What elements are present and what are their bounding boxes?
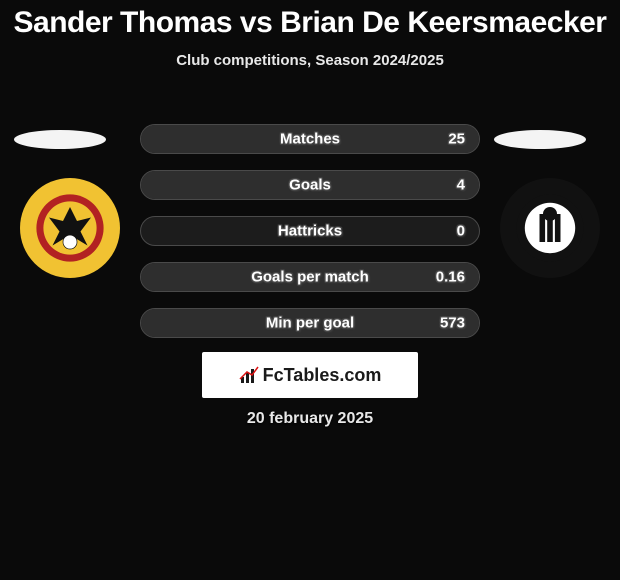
- stat-bar-row: Hattricks 0: [140, 216, 480, 246]
- stat-bars: Matches 25 Goals 4 Hattricks 0 Goals per match…: [140, 124, 480, 354]
- stat-bar-value: 0: [457, 223, 465, 240]
- stat-bar-row: Goals 4: [140, 170, 480, 200]
- eagle-crest-icon: [35, 193, 105, 263]
- stat-bar-label: Goals per match: [251, 269, 369, 286]
- club-crest-right: [500, 178, 600, 278]
- fctables-logo-text: FcTables.com: [239, 365, 382, 386]
- stat-bar-row: Matches 25: [140, 124, 480, 154]
- logo-label: FcTables.com: [263, 365, 382, 386]
- stat-bar-row: Min per goal 573: [140, 308, 480, 338]
- stat-bar-value: 0.16: [436, 269, 465, 286]
- fctables-logo: FcTables.com: [202, 352, 418, 398]
- stat-bar-row: Goals per match 0.16: [140, 262, 480, 292]
- stat-bar-value: 25: [448, 131, 465, 148]
- club-crest-left: [20, 178, 120, 278]
- page-title: Sander Thomas vs Brian De Keersmaecker: [0, 0, 620, 40]
- stat-bar-label: Matches: [280, 131, 340, 148]
- heracles-crest-icon: [515, 193, 585, 263]
- bar-chart-icon: [239, 365, 259, 385]
- comparison-card: Sander Thomas vs Brian De Keersmaecker C…: [0, 0, 620, 580]
- stat-bar-label: Goals: [289, 177, 331, 194]
- stat-bar-label: Min per goal: [266, 315, 354, 332]
- stat-bar-value: 573: [440, 315, 465, 332]
- subtitle: Club competitions, Season 2024/2025: [0, 52, 620, 69]
- stat-bar-label: Hattricks: [278, 223, 342, 240]
- avatar-shadow-left: [14, 130, 106, 149]
- date-text: 20 february 2025: [0, 410, 620, 428]
- stat-bar-value: 4: [457, 177, 465, 194]
- avatar-shadow-right: [494, 130, 586, 149]
